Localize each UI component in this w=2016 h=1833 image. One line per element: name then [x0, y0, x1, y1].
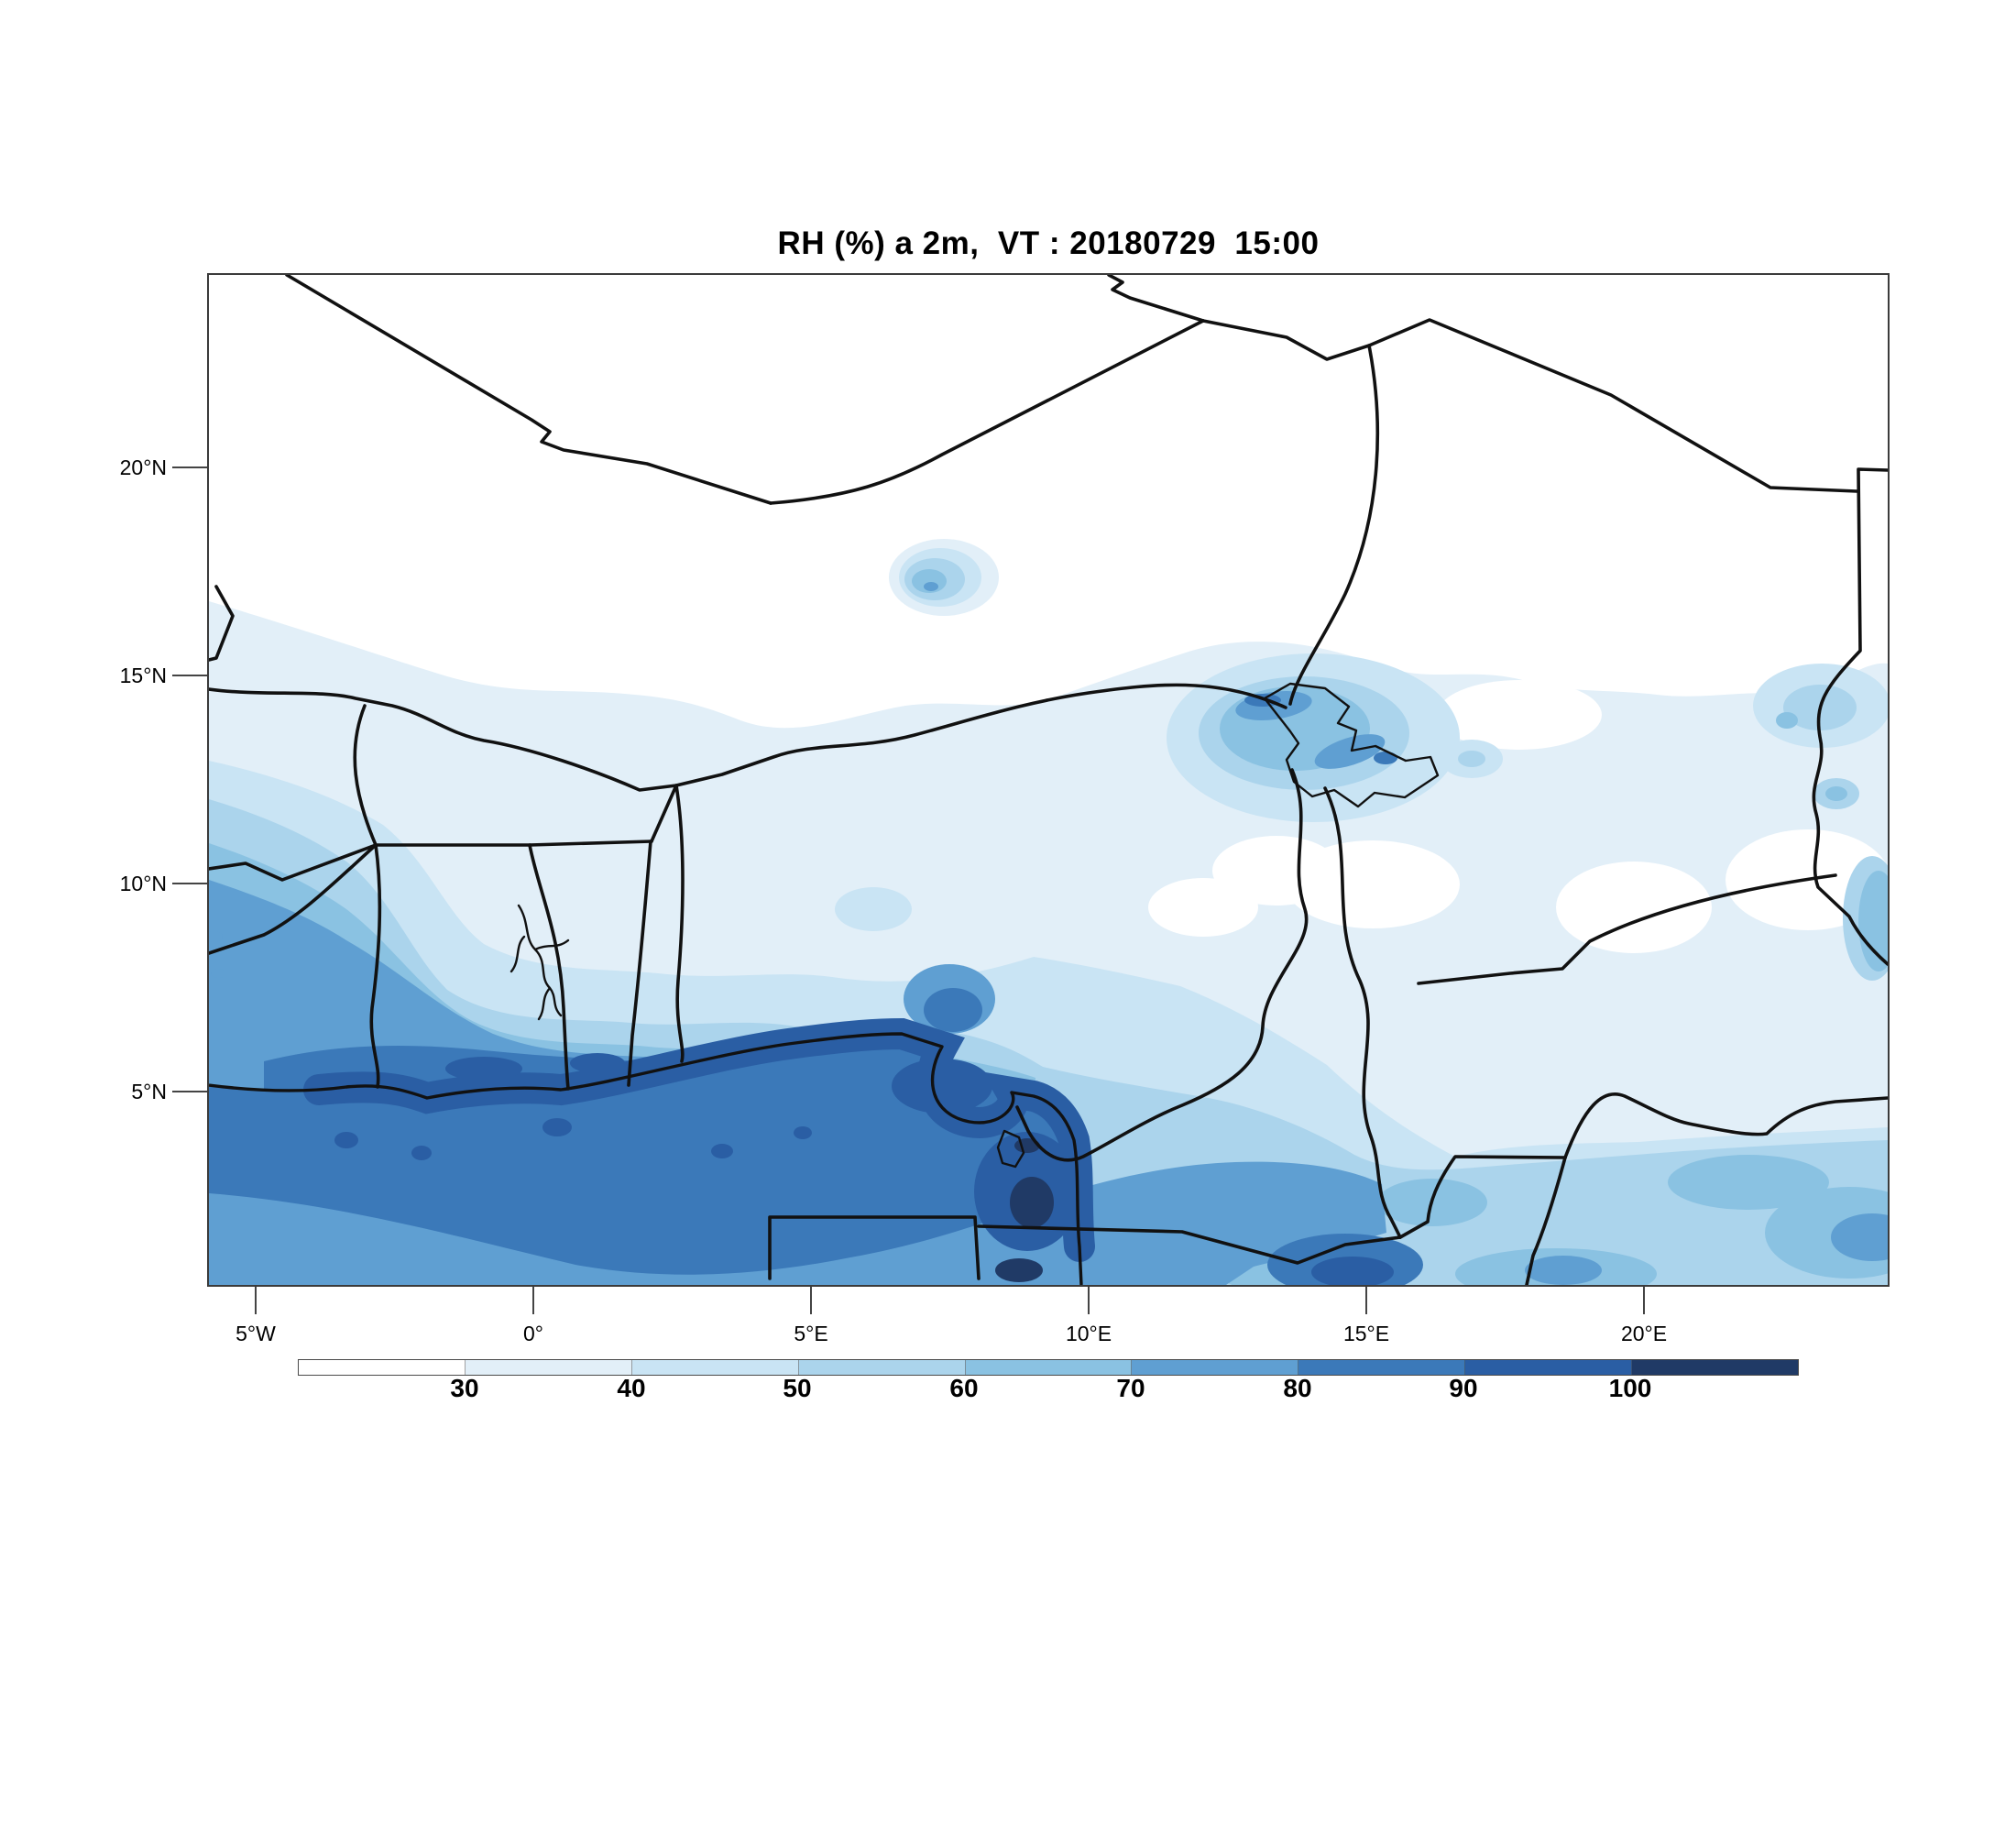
x-tick-label: 0°	[523, 1322, 543, 1345]
y-tick-label: 5°N	[131, 1080, 167, 1103]
border-togo-benin	[627, 840, 652, 1087]
colorbar-tick-label: 40	[617, 1374, 646, 1402]
x-tick-15e	[1365, 1285, 1367, 1314]
colorbar-tick-label: 60	[949, 1374, 979, 1402]
y-tick-label: 20°N	[119, 456, 167, 479]
lake-chad-outline	[1263, 682, 1440, 808]
country-borders	[209, 275, 1888, 1285]
y-tick-label: 10°N	[119, 872, 167, 895]
x-tick-5e	[810, 1285, 812, 1314]
colorbar-tick-label: 90	[1449, 1374, 1478, 1402]
border-burkina-west	[353, 704, 378, 847]
border-algeria-niger	[769, 319, 1205, 505]
border-algeria-libya	[1107, 275, 1205, 323]
border-cotedivoire-burkina-west-stub	[209, 843, 378, 882]
colorbar-tick-label: 30	[450, 1374, 479, 1402]
colorbar-tick-label: 70	[1116, 1374, 1145, 1402]
y-tick-15n	[172, 675, 209, 676]
lake-volta-outline	[509, 904, 570, 1021]
border-benin-nigeria	[674, 784, 685, 1063]
x-tick-label: 5°W	[236, 1322, 276, 1345]
colorbar	[298, 1359, 1799, 1376]
colorbar-tick-label: 100	[1608, 1374, 1652, 1402]
colorbar-segment	[965, 1360, 1133, 1375]
border-cotedivoire-ghana	[369, 843, 382, 1089]
coastline	[209, 1032, 1083, 1285]
y-tick-10n	[172, 883, 209, 884]
border-niger-libya-chad	[1201, 318, 1858, 493]
x-tick-label: 10°E	[1065, 1322, 1112, 1345]
colorbar-segment	[1465, 1360, 1633, 1375]
border-chad-cameroon-car	[1323, 786, 1402, 1239]
colorbar-segment	[1632, 1360, 1799, 1375]
colorbar-segment	[798, 1360, 966, 1375]
colorbar-segment	[299, 1360, 466, 1375]
colorbar-segment	[1298, 1360, 1466, 1375]
x-tick-5w	[255, 1285, 257, 1314]
border-ghana-togo	[528, 843, 570, 1091]
colorbar-segment	[1132, 1360, 1299, 1375]
border-cameroon-south	[768, 1215, 1402, 1280]
x-tick-20e	[1643, 1285, 1645, 1314]
y-tick-5n	[172, 1091, 209, 1092]
sahara-moist-blob	[889, 539, 999, 616]
border-nigeria-niger	[650, 683, 1287, 843]
x-tick-label: 15°E	[1342, 1322, 1390, 1345]
y-tick-label: 15°N	[119, 664, 167, 687]
x-tick-0	[532, 1285, 534, 1314]
border-car-congo	[1563, 1092, 1888, 1159]
x-tick-label: 20°E	[1620, 1322, 1668, 1345]
border-cameroon-car-link	[1398, 1155, 1567, 1239]
border-left-edge-stub	[209, 585, 235, 662]
border-cotedivoire-mali	[209, 843, 378, 955]
humidity-field	[209, 275, 1888, 1285]
y-tick-20n	[172, 466, 209, 468]
border-chad-sudan	[1812, 467, 1888, 966]
border-chad-car-north	[1417, 873, 1837, 985]
border-niger-chad	[1288, 344, 1380, 706]
bioko-island-outline	[996, 1129, 1025, 1169]
border-mali-algeria	[285, 275, 772, 505]
colorbar-tick-label: 50	[783, 1374, 812, 1402]
colorbar-segment	[631, 1360, 799, 1375]
border-mali-burkina	[209, 687, 678, 792]
map-plot-area	[207, 273, 1890, 1287]
rh-contour-map	[209, 275, 1888, 1285]
plot-title: RH (%) a 2m, VT : 20180729 15:00	[777, 225, 1320, 261]
border-nigeria-cameroon	[1015, 768, 1309, 1162]
x-tick-label: 5°E	[794, 1322, 828, 1345]
colorbar-segment	[465, 1360, 632, 1375]
colorbar-tick-label: 80	[1283, 1374, 1312, 1402]
x-tick-10e	[1088, 1285, 1090, 1314]
border-congo-drc	[1525, 1156, 1567, 1285]
eastern-moist-spots	[1441, 664, 1888, 809]
